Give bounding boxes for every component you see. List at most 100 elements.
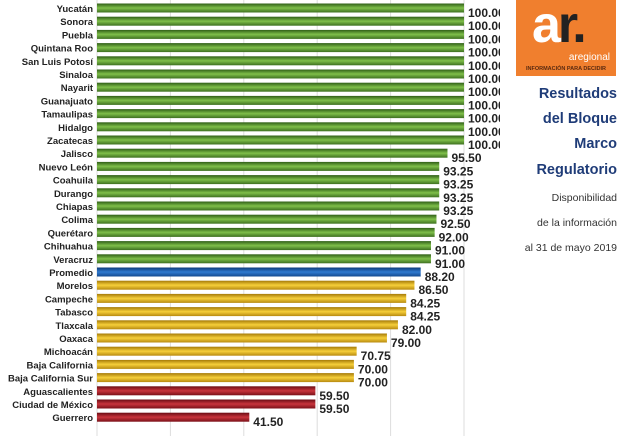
subtitle-line-2: de la información bbox=[537, 217, 617, 229]
title-line-2: del Bloque bbox=[542, 111, 617, 127]
category-label: Coahuila bbox=[53, 176, 94, 187]
category-label: Colima bbox=[61, 215, 93, 226]
category-label: Yucatán bbox=[57, 4, 94, 15]
value-label: 100.00 bbox=[468, 32, 500, 46]
value-label: 82.00 bbox=[402, 323, 432, 337]
value-label: 93.25 bbox=[443, 178, 473, 192]
title-line-4: Regulatorio bbox=[536, 162, 617, 178]
bar bbox=[97, 280, 415, 290]
bar-chart: Yucatán 100.00 Sonora 100.00 Puebla 100.00 Qui… bbox=[8, 0, 500, 436]
category-label: Promedio bbox=[49, 268, 93, 279]
category-label: Michoacán bbox=[44, 347, 93, 358]
bar bbox=[97, 56, 464, 66]
title-line-1: Resultados bbox=[538, 86, 617, 102]
value-label: 100.00 bbox=[468, 59, 500, 73]
category-label: Quintana Roo bbox=[31, 44, 93, 55]
category-label: Guanajuato bbox=[41, 96, 93, 107]
value-label: 70.00 bbox=[358, 362, 388, 376]
bar bbox=[97, 95, 464, 105]
bar bbox=[97, 161, 440, 171]
value-label: 100.00 bbox=[468, 72, 500, 86]
value-label: 41.50 bbox=[253, 415, 283, 429]
category-label: Ciudad de México bbox=[12, 400, 93, 411]
category-label: Nayarit bbox=[61, 83, 94, 94]
value-label: 100.00 bbox=[468, 138, 500, 152]
bar bbox=[97, 43, 464, 53]
value-label: 79.00 bbox=[391, 336, 421, 350]
bar bbox=[97, 320, 398, 330]
category-label: Jalisco bbox=[61, 149, 93, 160]
category-label: Guerrero bbox=[52, 413, 93, 424]
value-label: 59.50 bbox=[319, 402, 349, 416]
bar bbox=[97, 109, 464, 119]
bar bbox=[97, 201, 440, 211]
subtitle-line-1: Disponibilidad bbox=[551, 192, 617, 204]
bar bbox=[97, 135, 464, 145]
category-label: Oaxaca bbox=[59, 334, 94, 345]
value-label: 92.00 bbox=[439, 230, 469, 244]
category-label: Chihuahua bbox=[44, 242, 94, 253]
value-label: 70.75 bbox=[361, 349, 391, 363]
category-label: Durango bbox=[54, 189, 93, 200]
category-label: Baja California bbox=[26, 360, 93, 371]
bar bbox=[97, 3, 464, 13]
category-label: Querétaro bbox=[48, 228, 94, 239]
category-label: Puebla bbox=[62, 30, 94, 41]
value-label: 88.20 bbox=[425, 270, 455, 284]
value-label: 100.00 bbox=[468, 85, 500, 99]
value-label: 86.50 bbox=[418, 283, 448, 297]
bar bbox=[97, 254, 431, 264]
title-line-3: Marco bbox=[574, 136, 617, 152]
value-label: 92.50 bbox=[440, 217, 470, 231]
value-label: 93.25 bbox=[443, 164, 473, 178]
category-label: Veracruz bbox=[53, 255, 93, 266]
bar bbox=[97, 16, 464, 26]
bar bbox=[97, 333, 387, 343]
category-label: Zacatecas bbox=[47, 136, 93, 147]
value-label: 100.00 bbox=[468, 98, 500, 112]
value-label: 93.25 bbox=[443, 204, 473, 218]
bar bbox=[97, 188, 440, 198]
category-label: Sonora bbox=[60, 17, 93, 28]
category-label: Aguascalientes bbox=[23, 387, 93, 398]
logo-tagline: INFORMACIÓN PARA DECIDIR bbox=[525, 66, 607, 72]
bar bbox=[97, 69, 464, 79]
bar bbox=[97, 293, 407, 303]
logo-brand-name: aregional bbox=[568, 52, 610, 63]
value-label: 91.00 bbox=[435, 257, 465, 271]
value-label: 100.00 bbox=[468, 46, 500, 60]
value-label: 100.00 bbox=[468, 19, 500, 33]
value-label: 100.00 bbox=[468, 112, 500, 126]
bar bbox=[97, 148, 448, 158]
bar bbox=[97, 412, 250, 422]
aregional-logo: ar. aregional INFORMACIÓN PARA DECIDIR bbox=[516, 0, 616, 76]
category-label: Nuevo León bbox=[39, 162, 94, 173]
bar bbox=[97, 307, 407, 317]
category-label: Sinaloa bbox=[59, 70, 94, 81]
category-label: San Luis Potosí bbox=[22, 57, 94, 68]
bar bbox=[97, 267, 421, 277]
value-label: 93.25 bbox=[443, 191, 473, 205]
category-label: Morelos bbox=[57, 281, 93, 292]
value-label: 59.50 bbox=[319, 389, 349, 403]
subtitle-line-3: al 31 de mayo 2019 bbox=[524, 242, 617, 254]
bar bbox=[97, 346, 357, 356]
bar bbox=[97, 373, 354, 383]
bar bbox=[97, 82, 464, 92]
bar bbox=[97, 386, 316, 396]
category-label: Baja California Sur bbox=[8, 374, 93, 385]
bar bbox=[97, 241, 431, 251]
bar bbox=[97, 122, 464, 132]
value-label: 84.25 bbox=[410, 296, 440, 310]
category-label: Hidalgo bbox=[58, 123, 93, 134]
value-label: 84.25 bbox=[410, 310, 440, 324]
bar bbox=[97, 214, 437, 224]
value-label: 100.00 bbox=[468, 125, 500, 139]
value-label: 91.00 bbox=[435, 244, 465, 258]
category-label: Tabasco bbox=[55, 308, 93, 319]
bar bbox=[97, 399, 316, 409]
category-label: Tamaulipas bbox=[41, 110, 93, 121]
bar bbox=[97, 175, 440, 185]
value-label: 100.00 bbox=[468, 6, 500, 20]
category-label: Chiapas bbox=[56, 202, 93, 213]
